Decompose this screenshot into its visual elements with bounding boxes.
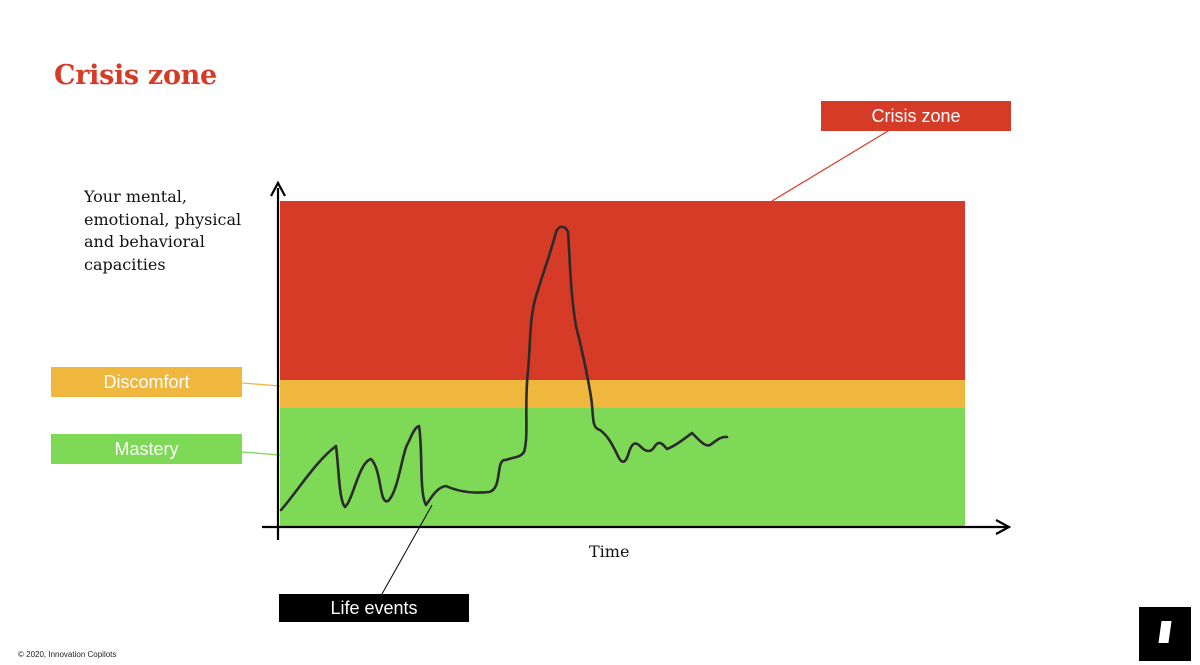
mastery-label: Mastery — [51, 434, 242, 464]
crisis-connector-line — [771, 130, 889, 202]
mastery-connector-line — [241, 451, 281, 456]
capacity-curve — [279, 225, 729, 512]
discomfort-connector-line — [241, 382, 281, 387]
page-title: Crisis zone — [54, 60, 217, 91]
logo-mark — [1158, 621, 1172, 643]
copyright-text: © 2020, Innovation Copilots — [18, 650, 117, 659]
crisis-zone-band — [280, 201, 965, 380]
x-axis — [262, 519, 1012, 535]
discomfort-zone-band — [280, 380, 965, 408]
copilots-logo-icon — [1139, 607, 1191, 661]
y-axis-label: Your mental, emotional, physical and beh… — [84, 187, 242, 274]
y-axis — [270, 180, 286, 540]
life-events-label: Life events — [279, 594, 469, 622]
mastery-zone-band — [280, 408, 965, 526]
life-events-connector-line — [381, 504, 433, 595]
crisis-zone-label: Crisis zone — [821, 101, 1011, 131]
discomfort-label: Discomfort — [51, 367, 242, 397]
x-axis-label: Time — [589, 542, 630, 561]
